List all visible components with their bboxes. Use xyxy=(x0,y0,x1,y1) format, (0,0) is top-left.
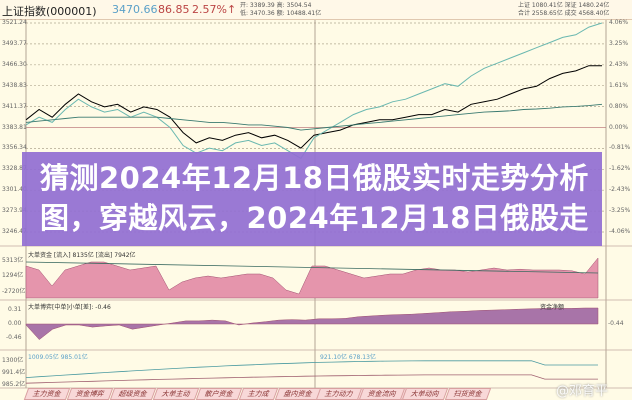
index-pct: 2.57%↑ xyxy=(192,3,237,16)
panel1-tick: -2720亿 xyxy=(2,288,26,295)
series-line-1 xyxy=(25,22,603,160)
info-line-3: 上证 1080.41亿 深证 1480.24亿 xyxy=(518,2,610,9)
y-tick-right: -4.06% xyxy=(609,228,631,235)
panel2-area xyxy=(25,307,599,340)
tab-right-2[interactable]: 大单动向 xyxy=(401,388,449,400)
tab-right-0[interactable]: 主力动力 xyxy=(315,388,363,400)
panel3-line-2 xyxy=(25,374,598,384)
y-tick-left: 3356.34 xyxy=(2,144,27,152)
y-tick-left: 3521.24 xyxy=(2,19,27,26)
y-tick-right: -1.62% xyxy=(609,165,631,173)
tab-4[interactable]: 散户资金 xyxy=(195,388,243,400)
y-tick-right: 1.61% xyxy=(609,81,629,89)
index-price: 3470.66 xyxy=(112,3,158,16)
y-tick-right: 0.00% xyxy=(609,123,629,131)
tab-5[interactable]: 主力成 xyxy=(238,388,279,400)
info-line-1: 开: 3389.39 高: 3504.54 xyxy=(240,2,312,9)
panel2-title: 大单博弈[中单]小单[差]: -0.46 xyxy=(28,304,111,311)
panel1-title: 大单资金 [流入] 8135亿 [流出] 7942亿 xyxy=(28,252,136,259)
y-tick-right: -3.25% xyxy=(609,207,631,215)
banner-line-1: 猜测2024年12月18日俄股实时走势分析 xyxy=(40,161,589,195)
panel1-avg-line xyxy=(25,261,599,274)
index-name: 上证指数(000001) xyxy=(2,5,97,18)
banner-line-2: 图，穿越风云，2024年12月18日俄股走 xyxy=(40,201,589,235)
tab-2[interactable]: 超级资金 xyxy=(109,388,157,400)
panel2-tick: 0.31 xyxy=(8,306,22,313)
series-line-2 xyxy=(25,103,603,131)
y-tick-right: -2.43% xyxy=(609,186,631,194)
panel3-tick: 985.2亿 xyxy=(2,381,26,388)
panel1-tick: 5313亿 xyxy=(2,257,24,264)
y-tick-right: 2.43% xyxy=(609,60,629,68)
quote-header: 上证指数(000001) 3470.66 86.85 2.57%↑ 开: 338… xyxy=(0,0,632,20)
y-tick-left: 3411.37 xyxy=(2,102,27,110)
tab-0[interactable]: 主力资金 xyxy=(23,388,71,400)
y-tick-left: 3493.77 xyxy=(2,39,27,47)
panel3-right-title: 921.10亿 678.13亿 xyxy=(320,354,376,361)
y-tick-left: 3301.40 xyxy=(2,186,27,194)
panel2-tick: -0.46 xyxy=(6,334,22,341)
series-line-0 xyxy=(25,65,602,149)
y-tick-right: -0.81% xyxy=(609,144,631,152)
panel3-tick: 991.4亿 xyxy=(2,369,26,376)
tab-right-1[interactable]: 资金流向 xyxy=(358,388,406,400)
y-tick-left: 3246.47 xyxy=(2,228,27,235)
title-banner: 猜测2024年12月18日俄股实时走势分析 图，穿越风云，2024年12月18日… xyxy=(22,152,602,246)
watermark: @邓育平 xyxy=(556,384,609,399)
y-tick-right: 0.80% xyxy=(609,102,629,110)
y-tick-left: 3383.81 xyxy=(2,123,27,131)
panel2-right-value: -0.44 xyxy=(608,320,624,327)
tab-right-3[interactable]: 扫货资金 xyxy=(444,388,492,400)
y-tick-left: 3328.87 xyxy=(2,165,27,173)
tab-3[interactable]: 大单主动 xyxy=(152,388,200,400)
panel3-title: 1009.05亿 985.01亿 xyxy=(28,354,88,361)
panel3-line-1 xyxy=(25,360,598,378)
index-change: 86.85 xyxy=(158,3,190,16)
panel3-tick: 1300亿 xyxy=(2,357,24,364)
y-tick-left: 3466.30 xyxy=(2,60,27,68)
tab-6[interactable]: 盘内资金 xyxy=(274,388,322,400)
panel2-right-label: 资金净额 xyxy=(540,304,565,311)
tab-1[interactable]: 资金博弈 xyxy=(66,388,114,400)
info-line-4: 合计 2558.65亿 成交 4568.40亿 xyxy=(518,10,610,17)
y-tick-right: 3.25% xyxy=(609,39,629,47)
y-tick-left: 3273.94 xyxy=(2,207,27,215)
info-line-2: 低: 3470.36 额: 10488.41亿 xyxy=(240,10,322,17)
y-tick-left: 3438.83 xyxy=(2,81,27,89)
panel1-tick: 1294亿 xyxy=(2,272,24,279)
panel2-tick: 0.00 xyxy=(8,320,22,327)
y-tick-right: 4.06% xyxy=(609,19,629,26)
indicator-tabs-right: 主力动力 资金流向 大单动向 扫货资金 xyxy=(315,388,492,400)
